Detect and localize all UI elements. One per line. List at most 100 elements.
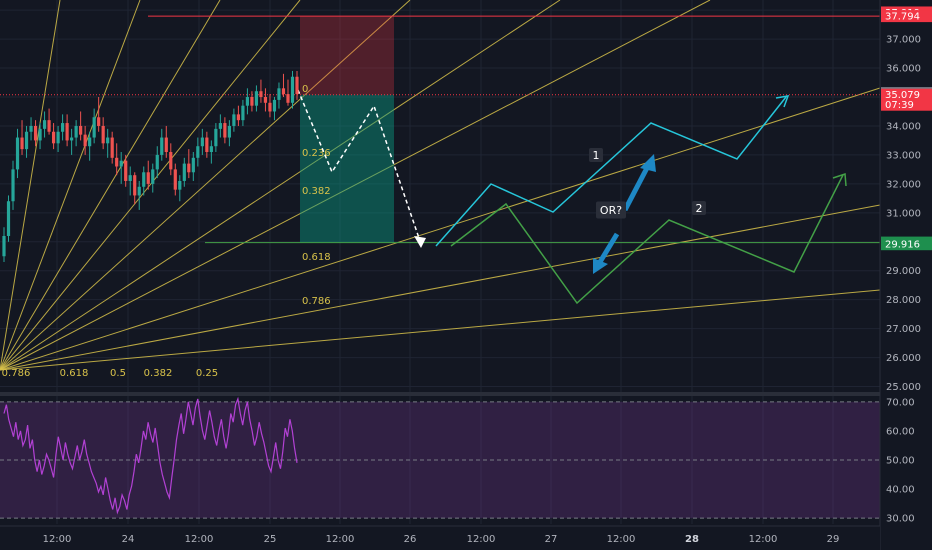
candle-body	[124, 160, 128, 181]
price-label-badge	[881, 10, 932, 23]
up-decision-arrowhead	[640, 154, 656, 172]
candle-body	[250, 97, 254, 106]
fib-fan-ray	[0, 0, 61, 371]
candle-body	[263, 97, 268, 103]
annotation-box	[692, 201, 706, 215]
stop-loss-zone	[300, 16, 394, 95]
down-decision-arrowhead	[593, 258, 608, 274]
candle-body	[169, 152, 173, 170]
candle-body	[223, 123, 227, 138]
candle-body	[178, 180, 182, 190]
time-tick-label: 25	[264, 534, 277, 545]
projection-path	[297, 89, 422, 245]
time-axis[interactable]: 12:00 24 12:00 25 12:00 26 12:00 27 12:00 28 12:00…	[0, 525, 880, 550]
candle-body	[214, 128, 218, 147]
price-tick-label: 37.000	[886, 35, 921, 46]
fib-fan-ray	[0, 204, 881, 371]
candle-body	[254, 91, 259, 106]
countdown-label: 07:39	[885, 100, 914, 111]
candle-body	[241, 105, 245, 121]
candle-body	[209, 146, 213, 153]
annotation-label: 2	[696, 202, 703, 215]
candle-body	[47, 120, 51, 132]
candle-body	[277, 88, 281, 100]
scenario-2-path	[450, 174, 844, 305]
candle-body	[245, 97, 250, 106]
pane-separator	[0, 392, 880, 396]
price-tick-label: 27.000	[886, 324, 921, 335]
candle-body	[160, 137, 164, 155]
candle-body	[6, 201, 11, 236]
candle-body	[200, 137, 204, 147]
fib-fan-ray	[0, 0, 221, 371]
candle-body	[38, 128, 42, 141]
time-tick-label: 12:00	[467, 534, 496, 545]
candle-body	[2, 235, 6, 257]
time-tick-label: 27	[545, 534, 558, 545]
time-tick-label: 24	[122, 534, 135, 545]
price-label: 37.794	[885, 12, 920, 23]
price-tick-label: 31.000	[886, 208, 921, 219]
candle-body	[205, 137, 209, 153]
candle-body	[61, 123, 65, 132]
candle-body	[295, 76, 299, 95]
candle-body	[196, 146, 200, 158]
oscillator-tick-label: 70.00	[886, 397, 915, 408]
chart-drawings: 0 0.236 0.382 0.618 0.786 1 2 OR?	[0, 15, 880, 307]
scenario-1-arrowhead	[775, 95, 790, 108]
price-tick-label: 32.000	[886, 179, 921, 190]
candle-body	[115, 157, 119, 167]
candle-body	[227, 125, 231, 138]
candle-body	[187, 163, 191, 173]
candle-body	[79, 125, 83, 135]
projection-arrowhead	[414, 236, 426, 248]
annotation-label: OR?	[600, 204, 622, 217]
fib-fan-label: 0.5	[110, 368, 126, 379]
oscillator-pane	[0, 396, 880, 519]
scenario-1-path	[435, 96, 787, 247]
time-tick-label: 29	[827, 534, 840, 545]
candle-body	[15, 137, 20, 170]
candle-body	[74, 125, 78, 138]
candle-body	[20, 137, 24, 150]
fib-level-label: 0.786	[302, 296, 331, 307]
fib-fan-label: 0.786	[2, 368, 31, 379]
candle-body	[56, 131, 60, 144]
candle-body	[218, 123, 222, 129]
fib-fan-ray	[0, 0, 561, 371]
price-axis[interactable]: 38.00037.00036.00035.00034.00033.00032.0…	[879, 0, 932, 550]
candle-body	[191, 157, 195, 173]
oscillator-tick-label: 30.00	[886, 514, 915, 525]
take-profit-zone	[300, 94, 394, 243]
candle-body	[33, 125, 38, 141]
up-decision-arrow	[622, 164, 651, 212]
price-tick-label: 36.000	[886, 64, 921, 75]
fib-fan: 0.786 0.618 0.5 0.382 0.25	[0, 0, 881, 379]
candle-body	[290, 76, 295, 103]
fib-fan-ray	[0, 289, 881, 371]
candle-body	[142, 172, 146, 187]
scenario-2-arrowhead	[832, 172, 847, 187]
price-tick-label: 25.000	[886, 382, 921, 393]
time-tick-label: 12:00	[43, 534, 72, 545]
candle-body	[281, 88, 286, 95]
candle-body	[11, 169, 15, 202]
price-tick-label: 28.000	[886, 295, 921, 306]
price-tick-label: 34.000	[886, 121, 921, 132]
fib-fan-label: 0.618	[60, 368, 89, 379]
candle-body	[24, 131, 29, 150]
fib-fan-label: 0.25	[196, 368, 218, 379]
candle-body	[101, 125, 105, 144]
fib-fan-ray	[0, 0, 711, 371]
candle-body	[173, 169, 177, 190]
time-tick-label: 28	[685, 534, 699, 545]
oscillator-tick-label: 40.00	[886, 485, 915, 496]
candle-body	[128, 175, 132, 181]
price-label: 35.079	[885, 90, 920, 101]
annotation-box	[596, 201, 626, 219]
down-decision-arrow	[597, 232, 620, 264]
fib-fan-ray	[0, 0, 301, 371]
fib-fan-label: 0.382	[144, 368, 173, 379]
candle-body	[268, 102, 272, 112]
